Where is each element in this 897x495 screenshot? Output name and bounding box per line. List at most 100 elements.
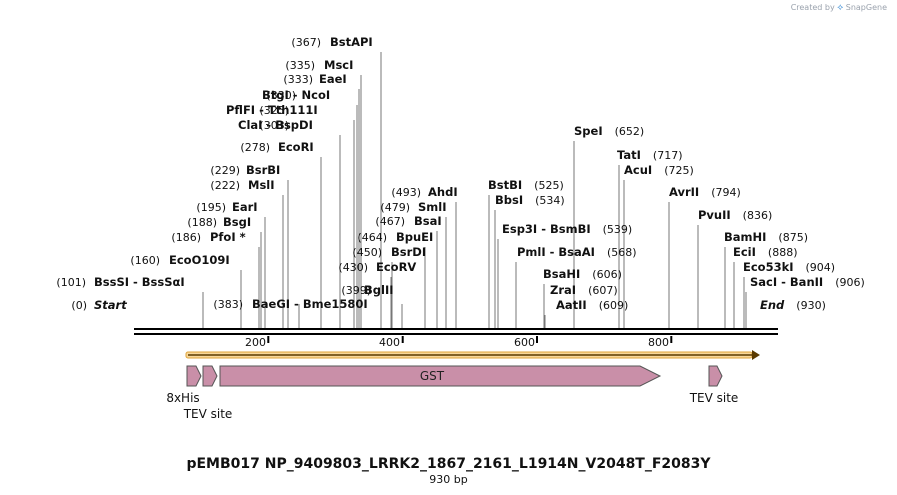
site-esp3i-bsmbi[interactable]: Esp3I - BsmBI (539) <box>502 222 632 236</box>
site-position-ecii: (888) <box>768 246 798 259</box>
site-ecii[interactable]: EciI (888) <box>733 245 798 259</box>
credit-prefix: Created by <box>790 3 835 12</box>
site-bsahi[interactable]: BsaHI (606) <box>543 267 622 281</box>
site-position-bsahi: (606) <box>592 268 622 281</box>
site-position-bsrbi: (229) <box>210 164 240 177</box>
ruler-tick-200: 200 <box>245 336 266 349</box>
site-bsgi[interactable]: (188) BsgI <box>187 215 251 229</box>
site-position-baegi-bme1580i: (383) <box>213 298 243 311</box>
site-name-bamhi: BamHI <box>724 230 766 244</box>
site-bsrdi[interactable]: (450) BsrDI <box>352 245 426 259</box>
feature-gst[interactable]: GST <box>219 365 662 387</box>
site-name-pvuii: PvuII <box>698 208 731 222</box>
ruler-tick-600: 600 <box>514 336 535 349</box>
site-position-avrii: (794) <box>711 186 741 199</box>
site-position-aatii: (609) <box>599 299 629 312</box>
site-position-eaei: (333) <box>283 73 313 86</box>
site-msli[interactable]: (222) MslI <box>210 178 274 192</box>
site-name-saci-banii: SacI - BanII <box>750 275 823 289</box>
site-ahdi[interactable]: (493) AhdI <box>391 185 457 199</box>
site-name-ahdi: AhdI <box>428 185 458 199</box>
site-name-ecori: EcoRI <box>278 140 314 154</box>
site-pvuii[interactable]: PvuII (836) <box>698 208 772 222</box>
feature-gst-label: GST <box>420 369 445 383</box>
site-saci-banii[interactable]: SacI - BanII (906) <box>750 275 865 289</box>
site-position-bsgi: (188) <box>187 216 217 229</box>
site-spei[interactable]: SpeI (652) <box>574 124 644 138</box>
site-clai-bspdi[interactable]: (303)ClaI - BspDI <box>238 118 313 132</box>
site-bsssi-bsss-i[interactable]: (101) BssSI - BssSαI <box>56 275 184 289</box>
site-position-bsssi-bsss-i: (101) <box>56 276 86 289</box>
site-btgi-ncoi[interactable]: (330)BtgI - NcoI <box>262 88 330 102</box>
snapgene-credit: Created by ⟡ SnapGene <box>791 3 887 13</box>
feature-tev-site-2-label: TEV site <box>689 391 739 405</box>
site-name-start: Start <box>94 298 127 312</box>
site-position-msli: (222) <box>210 179 240 192</box>
feature-tev-site-1[interactable]: TEV site <box>183 365 233 421</box>
site-bamhi[interactable]: BamHI (875) <box>724 230 808 244</box>
feature-8xhis[interactable]: 8xHis <box>166 365 202 405</box>
site-bsrbi[interactable]: (229) BsrBI <box>210 163 280 177</box>
site-position-clai-bspdi: (303) <box>259 119 289 132</box>
site-name-bglii: BglII <box>364 283 394 297</box>
site-name-eco53ki: Eco53kI <box>743 260 794 274</box>
site-name-bstapi: BstAPI <box>330 35 373 49</box>
site-name-acui: AcuI <box>624 163 652 177</box>
site-start[interactable]: (0) Start <box>71 298 127 312</box>
site-position-start: (0) <box>71 299 87 312</box>
site-position-zrai: (607) <box>588 284 618 297</box>
site-name-bsai: BsaI <box>414 214 442 228</box>
site-aatii[interactable]: AatII (609) <box>556 298 628 312</box>
site-position-pmli-bsaai: (568) <box>607 246 637 259</box>
site-end[interactable]: End (930) <box>760 298 826 312</box>
site-baegi-bme1580i[interactable]: (383) BaeGI - Bme1580I <box>213 297 367 311</box>
site-name-ecii: EciI <box>733 245 756 259</box>
site-eari[interactable]: (195) EarI <box>196 200 257 214</box>
site-bstapi[interactable]: (367) BstAPI <box>291 35 372 49</box>
site-leader-lines <box>202 52 747 328</box>
site-position-pvuii: (836) <box>743 209 773 222</box>
site-pflfi-tth111i[interactable]: (325)PflFI - Tth111I <box>226 103 318 117</box>
site-position-bpuei: (464) <box>357 231 387 244</box>
site-avrii[interactable]: AvrII (794) <box>669 185 741 199</box>
site-position-esp3i-bsmbi: (539) <box>603 223 633 236</box>
site-acui[interactable]: AcuI (725) <box>624 163 694 177</box>
site-msci[interactable]: (335) MscI <box>285 58 353 72</box>
site-ecori[interactable]: (278) EcoRI <box>240 140 313 154</box>
site-bbsi[interactable]: BbsI (534) <box>495 193 565 207</box>
site-name-pmli-bsaai: PmlI - BsaAI <box>517 245 595 259</box>
site-bpuei[interactable]: (464) BpuEI <box>357 230 433 244</box>
site-position-tati: (717) <box>653 149 683 162</box>
site-zrai[interactable]: ZraI (607) <box>550 283 618 297</box>
site-name-tati: TatI <box>617 148 641 162</box>
site-name-bbsi: BbsI <box>495 193 523 207</box>
site-eaei[interactable]: (333) EaeI <box>283 72 346 86</box>
site-name-eari: EarI <box>232 200 258 214</box>
site-name-esp3i-bsmbi: Esp3I - BsmBI <box>502 222 591 236</box>
site-labels: (367) BstAPI (335) MscI (333) EaeI (330)BtgI -… <box>56 35 864 312</box>
site-pfoi[interactable]: (186) PfoI * <box>171 230 245 244</box>
site-smli[interactable]: (479) SmlI <box>380 200 446 214</box>
credit-brand: SnapGene <box>845 3 887 12</box>
site-ecorv[interactable]: (430) EcoRV <box>338 260 416 274</box>
site-position-bsai: (467) <box>375 215 405 228</box>
site-bsai[interactable]: (467) BsaI <box>375 214 441 228</box>
site-bstbi[interactable]: BstBI (525) <box>488 178 564 192</box>
site-eco53ki[interactable]: Eco53kI (904) <box>743 260 835 274</box>
feature-tev-site-2[interactable]: TEV site <box>689 365 739 405</box>
site-pmli-bsaai[interactable]: PmlI - BsaAI (568) <box>517 245 637 259</box>
site-position-ecorv: (430) <box>338 261 368 274</box>
site-position-end: (930) <box>796 299 826 312</box>
site-name-bsahi: BsaHI <box>543 267 580 281</box>
site-position-btgi-ncoi: (330) <box>266 89 296 102</box>
site-name-msci: MscI <box>324 58 353 72</box>
site-name-bsssi-bsss-i: BssSI - BssSαI <box>94 275 185 289</box>
site-tati[interactable]: TatI (717) <box>617 148 683 162</box>
site-position-ecori: (278) <box>240 141 270 154</box>
ruler-tick-400: 400 <box>379 336 400 349</box>
site-position-pflfi-tth111i: (325) <box>259 104 289 117</box>
site-bglii[interactable]: (399)BglII <box>341 283 393 297</box>
site-position-bglii: (399) <box>341 284 371 297</box>
site-ecoo109i[interactable]: (160) EcoO109I <box>130 253 229 267</box>
